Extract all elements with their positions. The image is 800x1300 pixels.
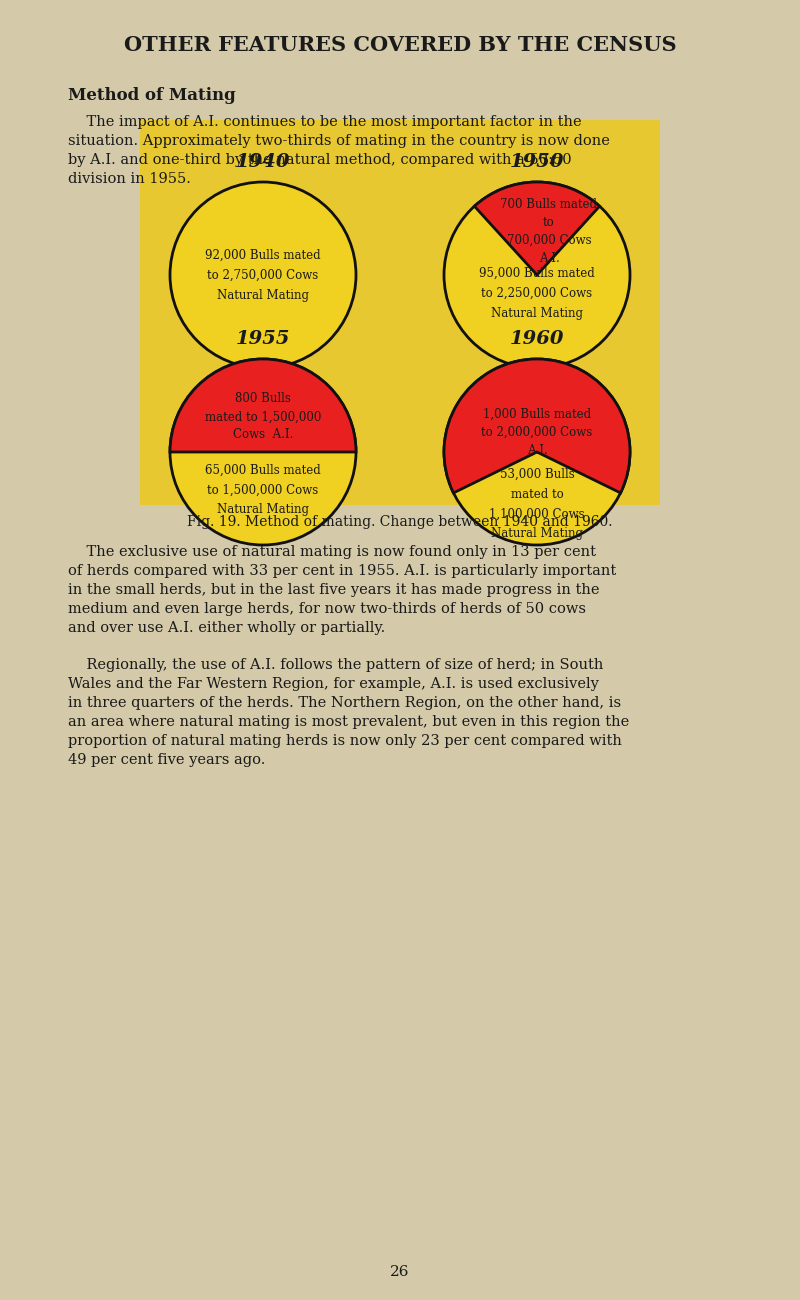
Text: 92,000 Bulls mated
to 2,750,000 Cows
Natural Mating: 92,000 Bulls mated to 2,750,000 Cows Nat… [205,248,321,302]
Text: by A.I. and one-third by the natural method, compared with a 50:50: by A.I. and one-third by the natural met… [68,153,572,166]
Text: Fig. 19. Method of mating. Change between 1940 and 1960.: Fig. 19. Method of mating. Change betwee… [187,515,613,529]
Text: 1950: 1950 [510,153,564,172]
Wedge shape [444,359,630,493]
Wedge shape [474,182,599,276]
Text: OTHER FEATURES COVERED BY THE CENSUS: OTHER FEATURES COVERED BY THE CENSUS [124,35,676,55]
Text: 1955: 1955 [236,330,290,348]
Text: medium and even large herds, for now two-thirds of herds of 50 cows: medium and even large herds, for now two… [68,602,586,616]
Text: situation. Approximately two-thirds of mating in the country is now done: situation. Approximately two-thirds of m… [68,134,610,148]
Text: The impact of A.I. continues to be the most important factor in the: The impact of A.I. continues to be the m… [68,114,582,129]
Circle shape [170,182,356,368]
Text: The exclusive use of natural mating is now found only in 13 per cent: The exclusive use of natural mating is n… [68,545,596,559]
Text: division in 1955.: division in 1955. [68,172,191,186]
Text: proportion of natural mating herds is now only 23 per cent compared with: proportion of natural mating herds is no… [68,734,622,747]
Circle shape [444,182,630,368]
Circle shape [170,359,356,545]
Text: 95,000 Bulls mated
to 2,250,000 Cows
Natural Mating: 95,000 Bulls mated to 2,250,000 Cows Nat… [479,266,595,320]
Text: 1,000 Bulls mated
to 2,000,000 Cows
A.I.: 1,000 Bulls mated to 2,000,000 Cows A.I. [482,407,593,456]
Text: 26: 26 [390,1265,410,1279]
Text: in three quarters of the herds. The Northern Region, on the other hand, is: in three quarters of the herds. The Nort… [68,696,621,710]
Text: 1940: 1940 [236,153,290,172]
Wedge shape [170,359,356,452]
FancyBboxPatch shape [140,120,660,504]
Text: in the small herds, but in the last five years it has made progress in the: in the small herds, but in the last five… [68,582,599,597]
Text: of herds compared with 33 per cent in 1955. A.I. is particularly important: of herds compared with 33 per cent in 19… [68,564,616,579]
Text: 49 per cent five years ago.: 49 per cent five years ago. [68,753,266,767]
Text: 700 Bulls mated
to
700,000 Cows
A.I.: 700 Bulls mated to 700,000 Cows A.I. [501,198,598,264]
Text: and over use A.I. either wholly or partially.: and over use A.I. either wholly or parti… [68,621,386,634]
Text: 65,000 Bulls mated
to 1,500,000 Cows
Natural Mating: 65,000 Bulls mated to 1,500,000 Cows Nat… [205,464,321,516]
Text: Regionally, the use of A.I. follows the pattern of size of herd; in South: Regionally, the use of A.I. follows the … [68,658,603,672]
Text: an area where natural mating is most prevalent, but even in this region the: an area where natural mating is most pre… [68,715,630,729]
Text: Method of Mating: Method of Mating [68,87,236,104]
Text: Wales and the Far Western Region, for example, A.I. is used exclusively: Wales and the Far Western Region, for ex… [68,677,599,692]
Circle shape [444,359,630,545]
Text: 800 Bulls
mated to 1,500,000
Cows  A.I.: 800 Bulls mated to 1,500,000 Cows A.I. [205,393,321,442]
Text: 1960: 1960 [510,330,564,348]
Text: 53,000 Bulls
mated to
1,100,000 Cows
Natural Mating: 53,000 Bulls mated to 1,100,000 Cows Nat… [489,468,585,541]
